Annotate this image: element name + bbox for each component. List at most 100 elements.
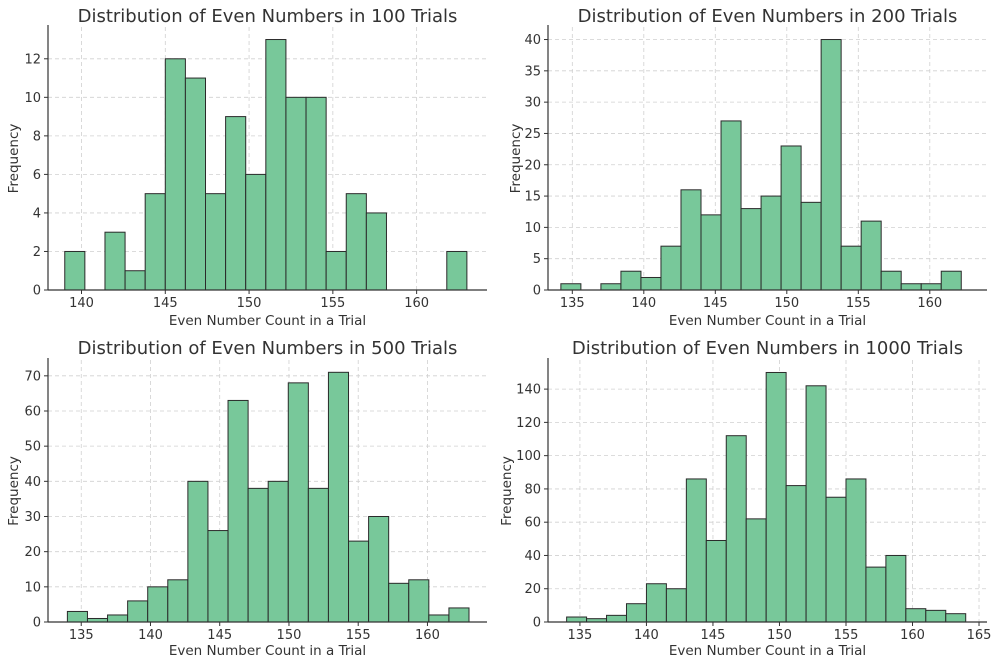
x-tick-label: 150 (237, 296, 262, 311)
y-tick-label: 30 (524, 96, 541, 111)
histogram-bar (745, 518, 767, 623)
x-tick-label: 145 (703, 296, 728, 311)
histogram-bar (265, 39, 287, 291)
x-tick-label: 145 (701, 628, 726, 643)
histogram-bar (446, 250, 468, 291)
x-axis-label: Even Number Count in a Trial (669, 313, 866, 329)
y-tick-label: 12 (24, 52, 41, 67)
histogram-bar (64, 250, 86, 291)
histogram-bar (225, 116, 247, 291)
x-tick-label: 140 (69, 296, 94, 311)
y-axis-label: Frequency (508, 124, 524, 194)
x-tick-label: 140 (138, 628, 163, 643)
histogram-bar (187, 480, 209, 623)
histogram-bar (428, 614, 450, 623)
histogram-bar (345, 193, 367, 291)
histogram-bar (285, 96, 307, 291)
chart-title: Distribution of Even Numbers in 100 Tria… (78, 6, 458, 27)
histogram-bar (167, 579, 189, 623)
x-tick-label: 160 (900, 628, 925, 643)
y-tick-label: 20 (24, 545, 41, 560)
x-tick-label: 135 (568, 628, 593, 643)
y-tick-label: 35 (524, 64, 541, 79)
histogram-bar (307, 487, 329, 623)
histogram-bar (805, 385, 827, 623)
y-tick-label: 60 (24, 404, 41, 419)
x-axis-label: Even Number Count in a Trial (169, 313, 366, 329)
histogram-bar (144, 193, 166, 291)
histogram-bar (348, 540, 370, 623)
y-tick-label: 60 (524, 516, 541, 531)
histogram-bar (325, 250, 347, 291)
histogram-bar (880, 270, 902, 291)
histogram-bar (267, 480, 289, 623)
histogram-bar (700, 214, 722, 291)
x-tick-label: 145 (153, 296, 178, 311)
y-tick-label: 4 (33, 206, 41, 221)
x-tick-label: 165 (967, 628, 992, 643)
y-tick-label: 0 (533, 616, 541, 631)
x-tick-label: 150 (767, 628, 792, 643)
histogram-bar (800, 201, 822, 291)
y-tick-label: 80 (524, 482, 541, 497)
histogram-panel-1: 140 145 150 155 160 0 2 4 6 8 10 12 Distribution of … (6, 6, 487, 329)
y-tick-label: 6 (33, 168, 41, 183)
histogram-bar (780, 145, 802, 291)
x-tick-label: 140 (631, 296, 656, 311)
y-tick-label: 40 (524, 549, 541, 564)
y-tick-label: 0 (33, 616, 41, 631)
histogram-bar (408, 579, 430, 623)
histogram-bar (287, 382, 309, 623)
y-tick-label: 10 (24, 580, 41, 595)
y-tick-label: 20 (524, 582, 541, 597)
y-tick-label: 0 (533, 284, 541, 299)
histogram-bar (606, 614, 627, 623)
histogram-bar (625, 603, 647, 623)
x-tick-label: 155 (834, 628, 859, 643)
y-tick-label: 140 (516, 383, 541, 398)
histogram-bar (104, 231, 126, 291)
x-axis-label: Even Number Count in a Trial (669, 643, 866, 659)
histogram-bar (920, 283, 942, 291)
histogram-panel-2: 135 140 145 150 155 160 0 5 10 15 20 25 30 35 40 Distri… (508, 6, 987, 329)
histogram-bar (448, 607, 470, 623)
histogram-bar (327, 371, 350, 623)
histogram-bar (124, 270, 146, 291)
x-tick-label: 135 (69, 628, 94, 643)
histogram-bar (147, 586, 169, 623)
chart-title: Distribution of Even Numbers in 1000 Tri… (572, 338, 963, 359)
histogram-bar (107, 614, 129, 623)
histogram-bar (365, 212, 387, 291)
histogram-bar (705, 539, 727, 623)
histogram-bar (388, 582, 410, 623)
y-tick-label: 25 (524, 127, 541, 142)
y-tick-label: 2 (33, 245, 41, 260)
histogram-bar (368, 515, 390, 623)
histogram-bar (184, 77, 207, 291)
histogram-bar (820, 39, 842, 291)
x-tick-label: 155 (320, 296, 345, 311)
x-tick-label: 140 (634, 628, 659, 643)
y-tick-label: 5 (533, 252, 541, 267)
y-tick-label: 40 (24, 475, 41, 490)
histogram-bar (205, 193, 227, 291)
x-tick-label: 160 (404, 296, 429, 311)
x-tick-label: 145 (207, 628, 232, 643)
y-tick-label: 30 (24, 510, 41, 525)
histogram-bar (620, 270, 642, 291)
histogram-bar (760, 195, 782, 291)
y-tick-label: 50 (24, 440, 41, 455)
y-tick-label: 20 (524, 158, 541, 173)
chart-title: Distribution of Even Numbers in 500 Tria… (78, 338, 458, 359)
histogram-bar (940, 270, 962, 291)
y-tick-label: 120 (516, 416, 541, 431)
y-tick-label: 100 (516, 449, 541, 464)
histogram-bar (227, 399, 249, 623)
x-axis-label: Even Number Count in a Trial (169, 643, 366, 659)
histogram-bar (840, 245, 862, 291)
histogram-bar (680, 189, 702, 291)
x-tick-label: 135 (560, 296, 585, 311)
y-axis-label: Frequency (499, 456, 515, 526)
histogram-bar (305, 96, 327, 291)
